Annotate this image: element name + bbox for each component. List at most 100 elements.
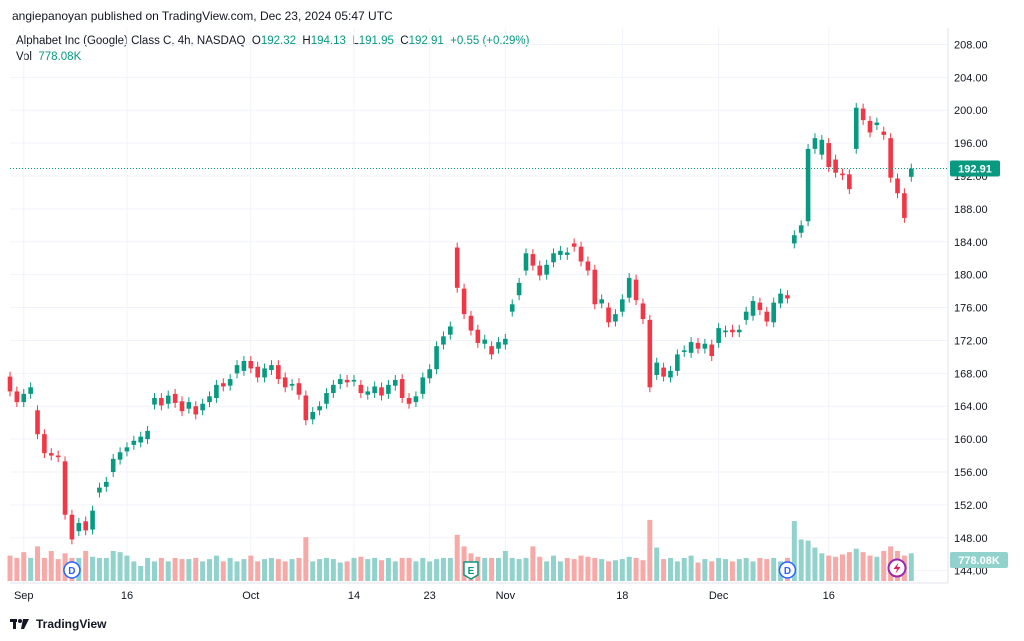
candle xyxy=(344,374,350,388)
candle-body xyxy=(881,131,887,135)
candle-body xyxy=(28,387,33,394)
candle-body xyxy=(248,361,254,369)
candle xyxy=(888,133,893,183)
candle xyxy=(516,277,522,301)
candle-body xyxy=(668,370,673,378)
candle-body xyxy=(69,514,75,540)
candle xyxy=(427,364,432,384)
candle-body xyxy=(702,343,708,349)
candle-body xyxy=(695,342,701,349)
candle-body xyxy=(48,453,54,456)
candle-body xyxy=(523,253,529,271)
lightning-icon[interactable] xyxy=(887,558,907,578)
earnings-marker[interactable]: E xyxy=(463,561,479,580)
volume-bar xyxy=(502,551,508,581)
candle xyxy=(69,509,75,545)
volume-bar xyxy=(344,561,350,581)
candle xyxy=(28,382,33,399)
volume-value: 778.08K xyxy=(38,51,82,63)
candle-body xyxy=(503,338,508,345)
candle xyxy=(585,256,591,276)
candle xyxy=(482,334,488,349)
candle xyxy=(172,388,178,408)
candle-body xyxy=(461,288,467,315)
volume-tag: 778.08K xyxy=(950,552,1008,568)
dividend-marker[interactable]: D xyxy=(778,561,797,579)
candle-body xyxy=(337,379,343,385)
candle xyxy=(241,356,247,376)
candle xyxy=(461,283,467,320)
volume-bar xyxy=(764,559,770,581)
candle xyxy=(331,379,336,398)
candle-body xyxy=(386,384,391,394)
volume-bar xyxy=(585,556,591,581)
candle xyxy=(48,448,54,461)
volume-bar xyxy=(564,557,570,581)
volume-bar xyxy=(551,555,557,581)
candle-body xyxy=(234,365,240,374)
price-tick-label: 144.00 xyxy=(954,566,988,578)
volume-bar xyxy=(124,555,130,581)
candle-body xyxy=(131,440,137,445)
candle xyxy=(743,306,749,325)
candle-body xyxy=(165,395,171,404)
candle xyxy=(675,349,680,376)
volume-bar xyxy=(743,557,749,581)
candle xyxy=(771,297,776,328)
volume-bar xyxy=(495,557,501,581)
candle xyxy=(833,154,838,178)
candle-body xyxy=(220,383,226,387)
volume-bar xyxy=(406,557,412,581)
candlesticks xyxy=(7,102,914,545)
candle xyxy=(613,309,618,327)
candle-body xyxy=(613,314,618,322)
volume-bar xyxy=(530,546,536,581)
candle-body xyxy=(778,293,783,304)
candle xyxy=(337,374,343,389)
time-tick-label: 16 xyxy=(823,590,835,602)
candle xyxy=(365,386,371,400)
candle-body xyxy=(681,350,687,352)
candle xyxy=(379,382,384,401)
candle xyxy=(902,188,907,223)
volume-bar xyxy=(399,557,405,581)
candle-body xyxy=(736,329,742,333)
volume-bar xyxy=(709,561,715,581)
volume-bar xyxy=(509,557,515,581)
candle xyxy=(90,505,95,535)
candle-body xyxy=(509,304,515,312)
candle xyxy=(578,241,584,267)
dividend-marker[interactable]: D xyxy=(63,561,81,579)
candle-body xyxy=(434,346,439,370)
candle xyxy=(812,133,818,154)
volume-bar xyxy=(268,557,274,581)
volume-bar xyxy=(96,557,102,581)
price-tick-label: 156.00 xyxy=(954,467,988,479)
candle xyxy=(840,168,845,181)
candle-body xyxy=(819,139,825,155)
candle-body xyxy=(262,368,267,378)
candle xyxy=(255,361,260,383)
volume-bar xyxy=(867,555,873,581)
volume-bar xyxy=(592,557,598,581)
candle-body xyxy=(592,269,598,305)
tradingview-footer[interactable]: TradingView xyxy=(10,617,106,631)
candle xyxy=(695,337,701,354)
candle xyxy=(220,378,226,392)
candle-body xyxy=(21,393,27,403)
volume-bar xyxy=(227,557,233,581)
time-tick-label: 18 xyxy=(616,590,628,602)
candle xyxy=(785,290,790,304)
candle xyxy=(454,242,460,293)
candle xyxy=(626,273,632,303)
price-tick-label: 164.00 xyxy=(954,401,988,413)
marker-label: D xyxy=(68,566,75,577)
candle-body xyxy=(860,108,866,121)
candle xyxy=(681,345,687,357)
candle xyxy=(83,516,88,536)
candle-body xyxy=(530,254,536,266)
last-price-tag-text: 192.91 xyxy=(958,164,992,176)
volume-bar xyxy=(833,556,839,581)
candle xyxy=(764,306,770,327)
